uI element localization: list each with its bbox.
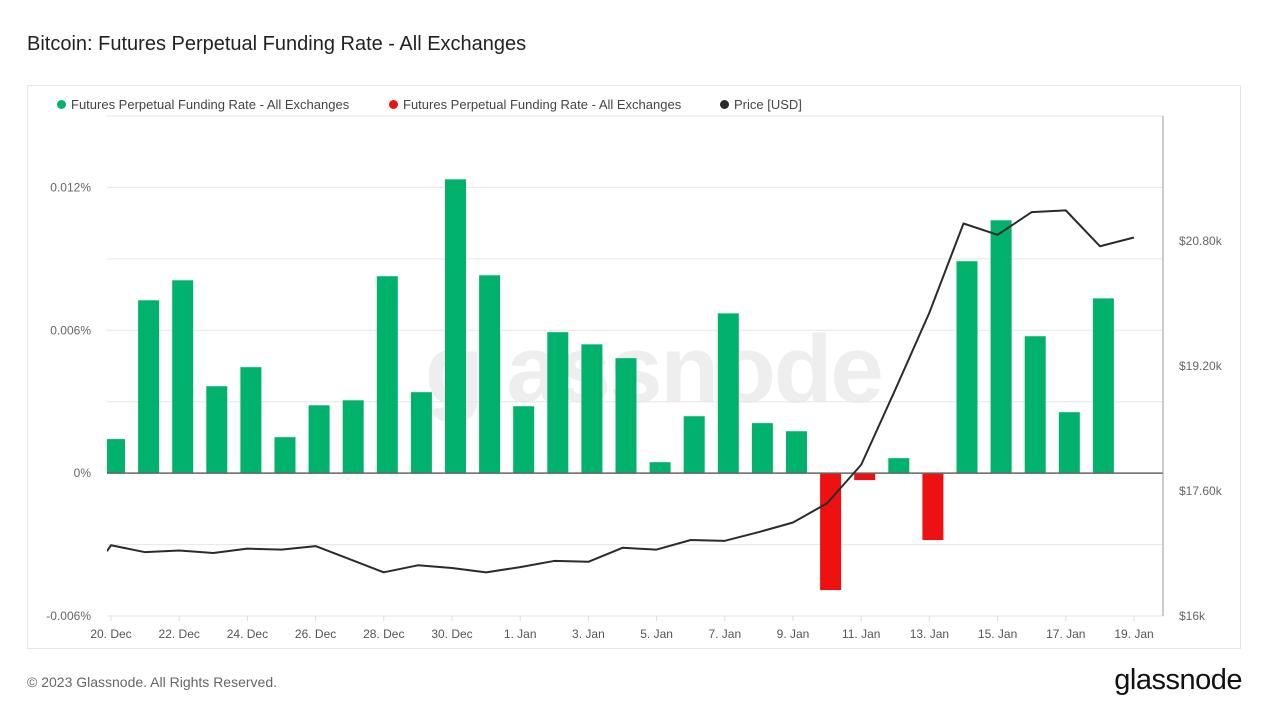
left-axis-tick-label: 0.012% [50,180,91,194]
price-line [107,209,1135,574]
x-axis-tick-label: 17. Jan [1046,627,1085,641]
chart-frame [27,85,1241,649]
funding-rate-bar [581,344,603,474]
left-axis-tick-label: 0% [74,466,92,480]
funding-rate-bar [342,400,364,474]
funding-rate-bar [445,179,466,474]
funding-rate-bar [649,462,671,474]
funding-rate-bar [479,275,501,474]
left-axis-tick-label: -0.006% [46,609,91,623]
funding-rate-bar [786,431,807,474]
funding-rate-bar [1092,298,1114,474]
right-axis-tick-label: $17.60k [1179,484,1223,498]
funding-rate-bar [854,473,876,481]
x-axis-tick-label: 28. Dec [363,627,404,641]
copyright: © 2023 Glassnode. All Rights Reserved. [27,674,278,690]
right-axis-tick-label: $16k [1179,609,1206,623]
x-axis-tick-label: 7. Jan [708,627,741,641]
legend-dot-icon [389,100,398,109]
funding-rate-bar [172,280,194,474]
funding-rate-bar [615,358,637,474]
funding-rate-bar [206,386,228,474]
left-axis-tick-label: 0.006% [50,323,91,337]
funding-rate-bar [240,367,262,474]
funding-rate-bar [1058,412,1080,474]
funding-rate-bar [990,220,1012,474]
x-axis-tick-label: 30. Dec [431,627,472,641]
funding-rate-bar [138,300,160,474]
x-axis-tick-label: 11. Jan [842,627,880,641]
x-axis-tick-label: 24. Dec [227,627,268,641]
x-axis-tick-label: 5. Jan [640,627,673,641]
x-axis-tick-label: 1. Jan [504,627,537,641]
x-axis-tick-label: 13. Jan [910,627,949,641]
funding-rate-bar [308,405,330,474]
funding-rate-bar [683,416,705,474]
legend-label: Futures Perpetual Funding Rate - All Exc… [71,97,350,112]
x-axis-tick-label: 19. Jan [1114,627,1153,641]
funding-rate-bar [751,423,773,474]
funding-rate-bar [107,439,125,474]
right-axis-tick-label: $20.80k [1179,234,1223,248]
chart-title: Bitcoin: Futures Perpetual Funding Rate … [27,33,527,55]
funding-rate-bar [820,473,842,591]
legend-dot-icon [57,100,66,109]
legend-item-funding-positive[interactable]: Futures Perpetual Funding Rate - All Exc… [57,97,349,112]
funding-rate-bar [956,261,978,474]
legend-item-price[interactable]: Price [USD] [720,97,802,112]
funding-rate-bar [888,458,910,474]
legend-item-funding-negative[interactable]: Futures Perpetual Funding Rate - All Exc… [389,97,681,112]
legend-label: Price [USD] [734,97,802,112]
funding-rate-bar [922,473,944,541]
x-axis-tick-label: 26. Dec [295,627,336,641]
funding-rate-bar [376,276,398,474]
x-axis-tick-label: 22. Dec [159,627,200,641]
legend-dot-icon [720,100,729,109]
funding-rate-bar [274,437,296,474]
x-axis-tick-label: 3. Jan [572,627,605,641]
glassnode-logo: glassnode [1114,664,1242,696]
funding-rate-bar [513,406,535,474]
watermark: glassnode [425,316,884,423]
funding-rate-bar [547,332,569,474]
x-axis-tick-label: 20. Dec [90,627,131,641]
funding-rate-bar [1024,336,1046,474]
funding-rate-bar [410,392,432,474]
right-axis-tick-label: $19.20k [1179,359,1223,373]
x-axis-tick-label: 9. Jan [777,627,810,641]
funding-rate-bar [717,313,739,474]
legend-label: Futures Perpetual Funding Rate - All Exc… [403,97,682,112]
x-axis-tick-label: 15. Jan [978,627,1017,641]
